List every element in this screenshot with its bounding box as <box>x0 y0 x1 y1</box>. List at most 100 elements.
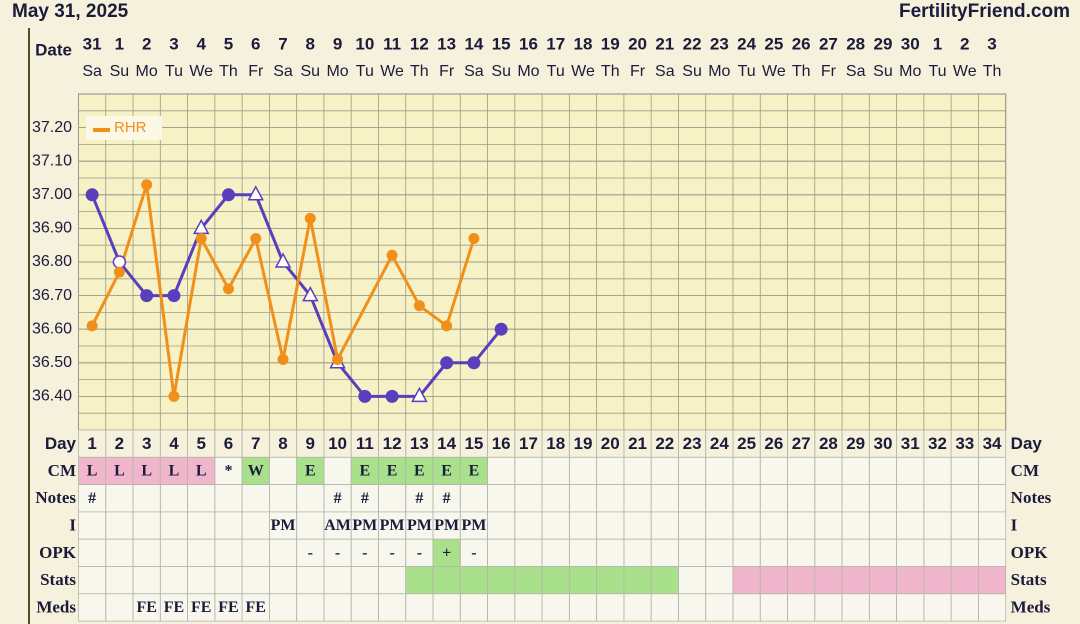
table-cell <box>868 566 898 595</box>
series-segment <box>281 218 312 360</box>
table-cell-text: 31 <box>901 434 920 453</box>
weekday-label: We <box>380 63 404 80</box>
table-cell-text: E <box>441 463 452 480</box>
point <box>112 255 127 269</box>
table-cell-text: 18 <box>546 434 565 453</box>
date-label: 4 <box>196 34 206 53</box>
date-label: 21 <box>655 34 674 53</box>
point <box>141 179 153 191</box>
weekday-label: Su <box>110 63 130 80</box>
series-segment <box>90 271 121 327</box>
table-cell-text: 17 <box>519 434 538 453</box>
table-cell <box>405 566 434 595</box>
weekday-label: Th <box>983 63 1002 80</box>
table-cell <box>487 566 516 595</box>
row-label: Meds <box>36 597 76 616</box>
series-segment <box>199 237 230 290</box>
table-cell-text: PM <box>271 517 296 534</box>
weekday-label: Fr <box>821 63 837 80</box>
series-segment <box>418 304 448 328</box>
table-cell-text: 6 <box>224 434 233 453</box>
date-label: 5 <box>224 34 233 53</box>
table-cell-text: - <box>471 545 476 562</box>
point <box>85 188 99 202</box>
date-label: 27 <box>819 34 838 53</box>
table-cell-text: L <box>196 463 207 480</box>
weekday-label: Th <box>792 63 811 80</box>
table-cell-text: 4 <box>169 434 179 453</box>
table-cell <box>132 456 161 485</box>
weekday-label: Su <box>301 63 321 80</box>
table-cell <box>459 566 488 595</box>
point <box>494 322 508 336</box>
date-label: 25 <box>764 34 783 53</box>
weekday-label: We <box>189 63 213 80</box>
table-cell-text: 34 <box>983 434 1002 453</box>
point <box>167 289 181 303</box>
point <box>221 188 235 202</box>
table-cell <box>923 566 952 595</box>
point <box>168 390 180 402</box>
series-segment <box>145 184 176 397</box>
series-segment <box>172 238 203 397</box>
date-label: 22 <box>683 34 702 53</box>
point <box>222 283 234 295</box>
point <box>250 232 262 244</box>
date-label: 11 <box>383 34 401 53</box>
table-cell <box>759 566 788 595</box>
table-cell <box>596 566 625 595</box>
table-cell-text: E <box>359 463 370 480</box>
date-label: 2 <box>960 34 969 53</box>
table-cell <box>514 566 543 595</box>
weekday-label: Sa <box>82 63 102 80</box>
date-label: 19 <box>601 34 620 53</box>
table-cell-text: 23 <box>683 434 702 453</box>
table-cell <box>896 566 925 595</box>
table-cell-text: 22 <box>655 434 674 453</box>
table-cell-text: # <box>415 490 423 507</box>
y-tick-label: 36.40 <box>32 388 72 405</box>
table-cell-text: 1 <box>87 434 96 453</box>
y-tick-label: 36.80 <box>32 253 72 270</box>
row-label-right: OPK <box>1011 543 1049 562</box>
y-tick-label: 37.10 <box>32 152 72 169</box>
table-cell-text: PM <box>407 517 432 534</box>
point <box>358 389 372 403</box>
table-cell <box>405 456 434 485</box>
weekday-label: We <box>953 63 977 80</box>
row-label: Stats <box>40 570 76 589</box>
point <box>386 249 398 261</box>
table-cell <box>732 566 761 595</box>
weekday-label: Mo <box>326 63 348 80</box>
table-cell <box>459 456 488 485</box>
table-cell-text: 29 <box>846 434 865 453</box>
point <box>247 185 265 201</box>
weekday-label: Sa <box>846 63 866 80</box>
table-cell <box>787 566 816 595</box>
date-label: 1 <box>933 34 942 53</box>
y-tick-label: 36.60 <box>32 320 72 337</box>
weekday-label: Sa <box>464 63 484 80</box>
table-cell-text: PM <box>434 517 459 534</box>
table-cell-text: 10 <box>328 434 347 453</box>
date-label: 28 <box>846 34 865 53</box>
table-cell-text: 27 <box>792 434 811 453</box>
date-label: 31 <box>83 34 102 53</box>
weekday-label: Mo <box>899 63 921 80</box>
date-label: 2 <box>142 34 151 53</box>
weekday-label: We <box>571 63 595 80</box>
date-label: 20 <box>628 34 647 53</box>
table-cell-text: 32 <box>928 434 947 453</box>
row-label-right: Stats <box>1011 570 1047 589</box>
date-label: 3 <box>987 34 996 53</box>
table-cell-text: PM <box>461 517 486 534</box>
table-cell-text: FE <box>136 599 156 616</box>
table-cell-text: 3 <box>142 434 151 453</box>
table-cell-text: 13 <box>410 434 429 453</box>
table-cell-text: L <box>114 463 125 480</box>
table-cell-text: 24 <box>710 434 729 453</box>
table-cell-text: - <box>335 545 340 562</box>
y-tick-label: 36.70 <box>32 287 72 304</box>
table-cell <box>650 566 679 595</box>
